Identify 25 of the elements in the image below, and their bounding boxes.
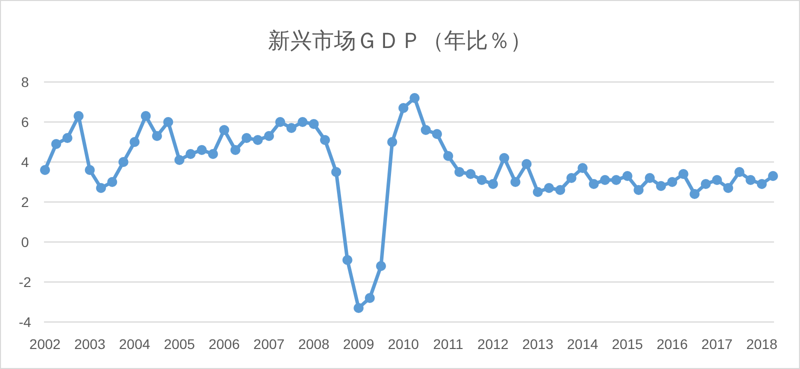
x-tick-label: 2008 xyxy=(298,336,330,352)
x-tick-label: 2002 xyxy=(29,336,61,352)
x-tick-label: 2015 xyxy=(612,336,644,352)
y-tick-label: 8 xyxy=(21,74,30,90)
x-tick-label: 2016 xyxy=(656,336,688,352)
x-tick-label: 2009 xyxy=(343,336,374,352)
x-tick-label: 2004 xyxy=(119,336,150,352)
y-tick-label: 4 xyxy=(21,154,30,170)
x-tick-label: 2010 xyxy=(388,336,420,352)
x-tick-label: 2007 xyxy=(253,336,285,352)
x-tick-label: 2018 xyxy=(746,336,778,352)
chart-title: 新兴市场ＧＤＰ（年比％） xyxy=(268,28,532,53)
x-tick-label: 2003 xyxy=(74,336,106,352)
x-tick-label: 2011 xyxy=(433,336,464,352)
y-tick-label: -4 xyxy=(18,314,32,330)
x-tick-label: 2012 xyxy=(477,336,509,352)
y-tick-label: -2 xyxy=(18,274,32,290)
x-tick-label: 2006 xyxy=(208,336,240,352)
x-tick-label: 2005 xyxy=(164,336,196,352)
x-tick-label: 2017 xyxy=(701,336,733,352)
x-tick-label: 2014 xyxy=(567,336,598,352)
x-tick-label: 2013 xyxy=(522,336,554,352)
y-tick-label: 0 xyxy=(21,234,30,250)
y-tick-label: 6 xyxy=(21,114,30,130)
y-tick-label: 2 xyxy=(21,194,30,210)
